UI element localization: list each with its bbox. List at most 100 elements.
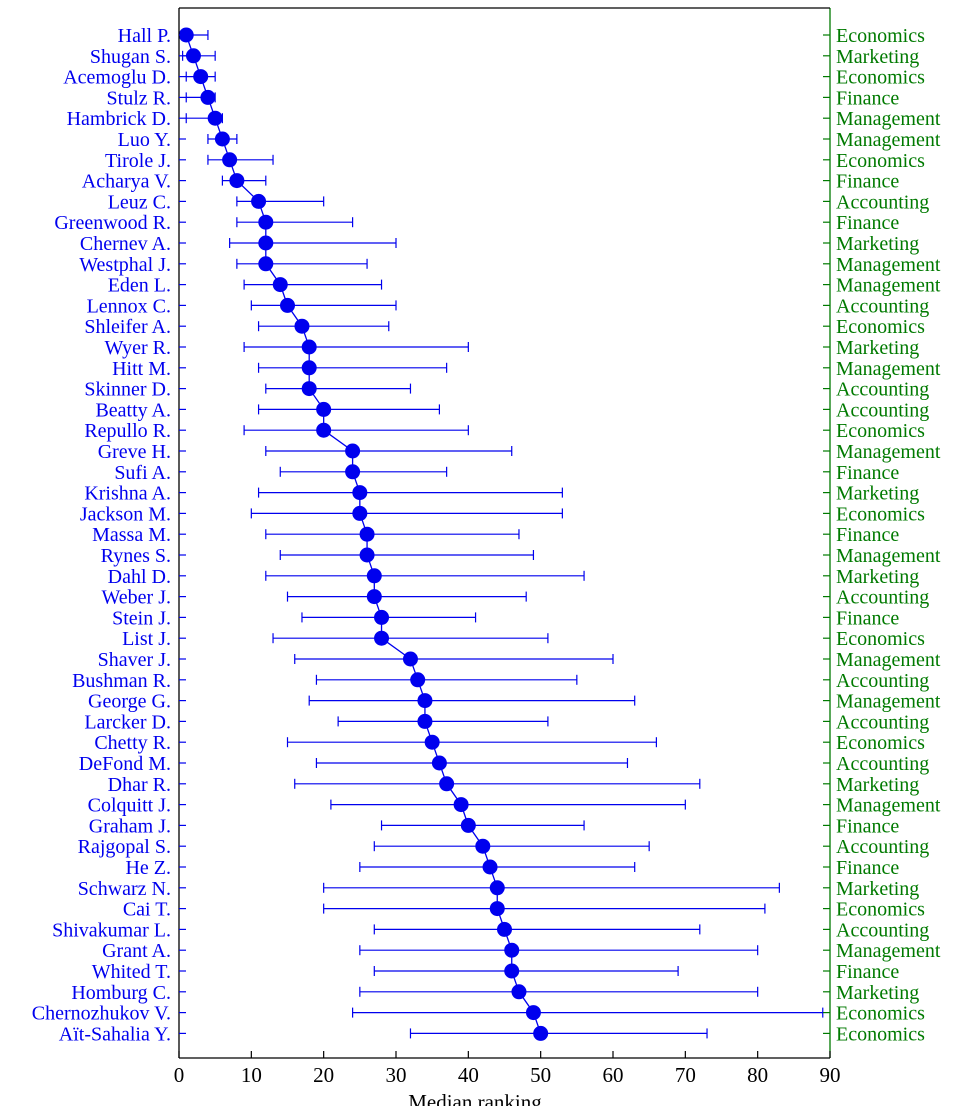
- researcher-name: Greenwood R.: [54, 212, 171, 234]
- researcher-name: Chernozhukov V.: [32, 1003, 171, 1025]
- median-point: [453, 797, 469, 813]
- median-point: [185, 48, 201, 64]
- researcher-name: Bushman R.: [72, 670, 171, 692]
- researcher-name: Wyer R.: [104, 337, 171, 359]
- researcher-name: Skinner D.: [84, 379, 171, 401]
- median-point: [345, 464, 361, 480]
- researcher-name: He Z.: [125, 857, 171, 879]
- research-field: Finance: [836, 857, 899, 879]
- research-field: Finance: [836, 462, 899, 484]
- median-point: [374, 609, 390, 625]
- x-tick-label: 90: [820, 1063, 841, 1087]
- researcher-name: Dhar R.: [108, 774, 171, 796]
- researcher-name: Whited T.: [92, 961, 171, 983]
- median-point: [258, 214, 274, 230]
- median-point: [222, 152, 238, 168]
- researcher-name: Rajgopal S.: [78, 836, 171, 858]
- median-point: [316, 401, 332, 417]
- research-field: Management: [836, 545, 941, 567]
- researcher-name: Rynes S.: [101, 545, 171, 567]
- research-field: Economics: [836, 628, 925, 650]
- researcher-names-layer: Hall P.Shugan S.Acemoglu D.Stulz R.Hambr…: [32, 25, 171, 1045]
- median-point: [489, 901, 505, 917]
- research-field: Accounting: [836, 399, 929, 421]
- error-bars-layer: [182, 30, 824, 1039]
- research-field: Marketing: [836, 566, 919, 588]
- median-point: [417, 693, 433, 709]
- researcher-name: Acharya V.: [82, 171, 171, 193]
- research-field: Marketing: [836, 982, 919, 1004]
- research-field: Management: [836, 649, 941, 671]
- researcher-name: Homburg C.: [71, 982, 171, 1004]
- researcher-name: Beatty A.: [95, 399, 171, 421]
- research-field: Accounting: [836, 587, 929, 609]
- researcher-name: Jackson M.: [80, 503, 171, 525]
- median-point: [402, 651, 418, 667]
- x-axis-label: Median ranking: [408, 1090, 542, 1106]
- research-field: Accounting: [836, 670, 929, 692]
- researcher-name: Eden L.: [108, 275, 171, 297]
- field-labels-layer: EconomicsMarketingEconomicsFinanceManage…: [836, 25, 941, 1045]
- median-point: [475, 838, 491, 854]
- x-tick-label: 60: [603, 1063, 624, 1087]
- x-tick-label: 20: [313, 1063, 334, 1087]
- research-field: Accounting: [836, 836, 929, 858]
- research-field: Finance: [836, 171, 899, 193]
- researcher-name: Westphal J.: [79, 254, 171, 276]
- research-field: Accounting: [836, 711, 929, 733]
- researcher-name: List J.: [122, 628, 171, 650]
- research-field: Marketing: [836, 233, 919, 255]
- median-point: [504, 963, 520, 979]
- researcher-name: Larcker D.: [84, 711, 171, 733]
- researcher-name: Hambrick D.: [67, 108, 171, 130]
- researcher-name: Greve H.: [98, 441, 171, 463]
- researcher-name: Luo Y.: [118, 129, 171, 151]
- researcher-name: Krishna A.: [84, 483, 171, 505]
- research-field: Economics: [836, 150, 925, 172]
- median-point: [417, 713, 433, 729]
- research-field: Accounting: [836, 191, 929, 213]
- median-point: [359, 547, 375, 563]
- researcher-name: Massa M.: [92, 524, 171, 546]
- research-field: Economics: [836, 420, 925, 442]
- median-point: [280, 297, 295, 313]
- median-point: [410, 672, 426, 688]
- median-point: [366, 568, 382, 584]
- research-field: Finance: [836, 524, 899, 546]
- researcher-name: Acemoglu D.: [63, 67, 171, 89]
- median-point: [258, 256, 274, 272]
- x-tick-label: 50: [530, 1063, 551, 1087]
- median-point: [460, 817, 476, 833]
- median-point: [251, 193, 267, 209]
- researcher-name: Lennox C.: [87, 295, 171, 317]
- research-field: Accounting: [836, 295, 929, 317]
- median-point: [200, 89, 216, 105]
- median-point: [374, 630, 390, 646]
- research-field: Marketing: [836, 878, 919, 900]
- researcher-name: Shugan S.: [90, 46, 171, 68]
- research-field: Economics: [836, 899, 925, 921]
- median-point: [352, 485, 368, 501]
- research-field: Economics: [836, 25, 925, 47]
- median-point: [504, 942, 520, 958]
- researcher-name: Repullo R.: [84, 420, 171, 442]
- researcher-name: Shivakumar L.: [52, 919, 171, 941]
- x-tick-label: 80: [747, 1063, 768, 1087]
- median-point: [229, 173, 245, 189]
- median-point: [207, 110, 223, 126]
- median-point: [497, 921, 512, 937]
- median-point: [301, 381, 317, 397]
- research-field: Finance: [836, 87, 899, 109]
- research-field: Finance: [836, 961, 899, 983]
- research-field: Accounting: [836, 379, 929, 401]
- researcher-name: Sufi A.: [114, 462, 171, 484]
- research-field: Marketing: [836, 483, 919, 505]
- median-point: [316, 422, 332, 438]
- research-field: Economics: [836, 1003, 925, 1025]
- median-point: [301, 360, 317, 376]
- researcher-name: Shleifer A.: [84, 316, 171, 338]
- x-tick-label: 10: [241, 1063, 262, 1087]
- median-point: [301, 339, 317, 355]
